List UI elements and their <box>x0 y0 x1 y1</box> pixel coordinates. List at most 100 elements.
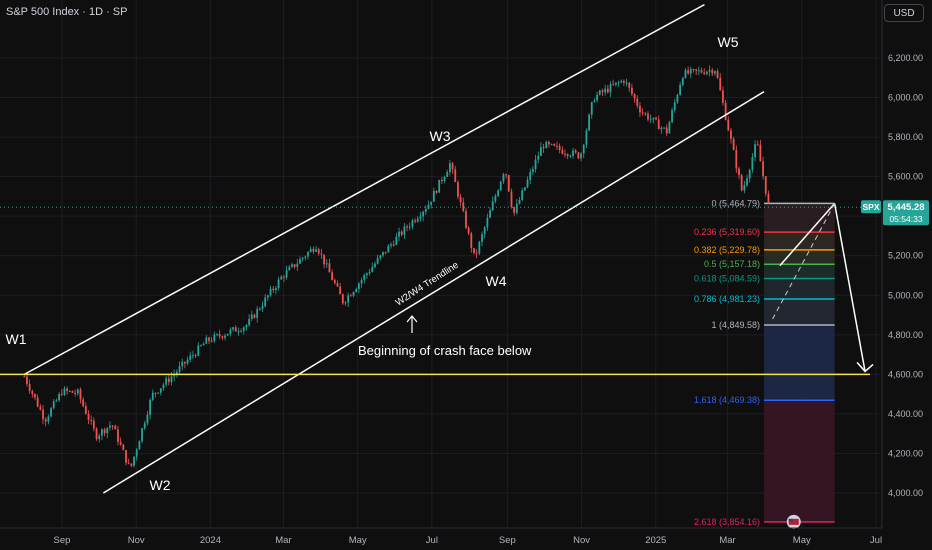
time-tick-label: Jul <box>426 535 438 546</box>
candle-body <box>403 226 406 235</box>
candle-body <box>288 266 291 271</box>
symbol-tag-label: SPX <box>862 202 879 212</box>
candle-body <box>502 174 505 182</box>
candle-body <box>622 80 625 83</box>
candle-body <box>317 249 320 254</box>
candle-body <box>419 216 422 219</box>
candle-body <box>454 169 457 183</box>
candle-body <box>151 392 154 400</box>
candle-body <box>125 450 127 463</box>
candle-body <box>481 234 483 242</box>
rally-dashed-line <box>772 203 836 320</box>
candle-body <box>143 423 146 429</box>
currency-button[interactable]: USD <box>884 4 924 22</box>
candle-body <box>523 187 526 191</box>
candle-body <box>320 253 323 255</box>
candle-body <box>395 236 398 245</box>
candle-body <box>601 90 604 93</box>
price-tick-label: 6,000.00 <box>888 93 923 103</box>
candle-body <box>505 174 508 176</box>
candle-body <box>264 297 267 307</box>
candle-body <box>186 359 189 364</box>
candle-body <box>229 329 232 334</box>
candle-body <box>494 195 497 202</box>
candle-body <box>451 163 454 170</box>
candle-body <box>138 441 141 450</box>
candle-body <box>564 153 566 155</box>
price-tick-label: 5,600.00 <box>888 172 923 182</box>
fib-level-label: 0.5 (5,157.18) <box>704 259 760 269</box>
candle-body <box>341 294 344 304</box>
candle-body <box>135 449 138 457</box>
candle-body <box>719 77 722 91</box>
candle-body <box>339 286 342 295</box>
time-tick-label: Nov <box>128 535 145 546</box>
candle-body <box>103 429 106 434</box>
wave-label: W1 <box>6 331 27 347</box>
candle-body <box>764 176 767 194</box>
candle-body <box>293 264 296 267</box>
candle-body <box>95 428 98 440</box>
time-tick-label: Jul <box>870 535 882 546</box>
candle-body <box>234 327 237 332</box>
candle-body <box>679 84 682 95</box>
candle-body <box>574 150 577 153</box>
candle-body <box>649 119 652 121</box>
candle-body <box>307 252 309 257</box>
candle-body <box>52 401 55 409</box>
candle-body <box>240 330 243 332</box>
candle-body <box>537 155 540 160</box>
candle-body <box>743 185 746 191</box>
candle-body <box>47 416 50 422</box>
candle-body <box>26 376 28 384</box>
candle-body <box>149 399 151 415</box>
candle-body <box>558 146 561 150</box>
candle-body <box>248 318 251 326</box>
crash-annotation: Beginning of crash face below <box>358 343 532 358</box>
candle-body <box>55 400 58 402</box>
candle-body <box>550 143 553 145</box>
candle-body <box>162 384 165 389</box>
candle-body <box>457 182 459 197</box>
candle-body <box>197 345 200 356</box>
candle-body <box>371 267 374 272</box>
candle-body <box>323 254 325 265</box>
candle-body <box>703 72 706 74</box>
candle-body <box>561 149 564 154</box>
candle-body <box>740 175 743 191</box>
candle-body <box>518 200 521 204</box>
fib-zone <box>764 249 835 265</box>
candle-body <box>700 70 703 73</box>
candle-body <box>510 191 513 207</box>
candle-body <box>443 176 446 182</box>
price-tag <box>883 200 929 226</box>
time-tick-label: May <box>793 535 811 546</box>
candle-body <box>759 144 762 162</box>
candle-body <box>258 308 261 310</box>
candle-body <box>175 371 178 375</box>
time-tick-label: 2024 <box>200 535 221 546</box>
candle-body <box>408 226 411 228</box>
candle-body <box>165 378 168 385</box>
candle-body <box>44 419 47 422</box>
candle-body <box>387 245 390 253</box>
candle-body <box>76 389 79 394</box>
candle-body <box>63 388 66 395</box>
candle-body <box>422 211 425 217</box>
candle-body <box>221 336 224 338</box>
candle-body <box>529 172 532 180</box>
candle-body <box>598 90 601 95</box>
candle-body <box>483 227 486 235</box>
candle-body <box>192 355 194 357</box>
candle-body <box>708 69 711 72</box>
fib-level-label: 0.236 (5,319.60) <box>694 227 760 237</box>
candle-body <box>28 383 31 391</box>
candle-body <box>534 159 537 170</box>
candle-body <box>98 435 101 440</box>
candle-body <box>676 94 679 103</box>
candle-body <box>374 263 376 268</box>
w2-w4-trendline <box>102 90 765 494</box>
candle-body <box>205 337 208 344</box>
candle-body <box>352 292 355 296</box>
